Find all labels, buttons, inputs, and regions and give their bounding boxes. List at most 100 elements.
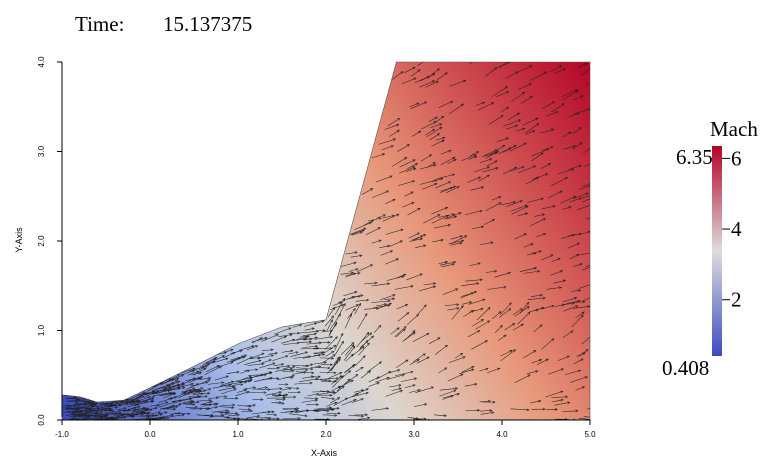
velocity-glyph-head <box>207 363 211 366</box>
velocity-glyph-head <box>260 398 264 401</box>
velocity-glyph-head <box>365 391 369 395</box>
velocity-glyph-head <box>335 360 339 364</box>
velocity-glyph <box>566 300 581 304</box>
velocity-glyph-head <box>327 341 331 344</box>
velocity-glyph-head <box>423 234 427 237</box>
velocity-glyph-head <box>187 412 191 416</box>
velocity-glyph-head <box>164 411 168 414</box>
velocity-glyph-head <box>355 393 359 396</box>
velocity-glyph-head <box>177 380 181 384</box>
velocity-glyph <box>132 400 148 405</box>
velocity-glyph <box>261 349 274 352</box>
velocity-glyph <box>238 378 253 384</box>
velocity-glyph-head <box>512 201 517 204</box>
velocity-glyph-head <box>297 390 301 394</box>
velocity-glyph <box>465 409 480 412</box>
velocity-glyph-head <box>290 376 294 379</box>
velocity-glyph-head <box>514 167 518 170</box>
velocity-glyph <box>333 356 340 365</box>
velocity-glyph <box>99 405 118 408</box>
velocity-glyph-head <box>560 390 564 394</box>
velocity-glyph-head <box>526 301 530 305</box>
velocity-glyph <box>314 378 331 382</box>
velocity-glyph <box>495 91 509 98</box>
velocity-glyph <box>134 411 145 414</box>
velocity-glyph-head <box>226 415 231 419</box>
velocity-glyph <box>386 374 405 380</box>
velocity-glyph-head <box>177 374 181 377</box>
velocity-glyph <box>216 361 234 368</box>
velocity-glyph-head <box>207 407 211 410</box>
velocity-glyph-head <box>194 405 199 409</box>
velocity-glyph <box>384 258 399 265</box>
velocity-glyph-head <box>333 379 337 383</box>
velocity-glyph-head <box>215 402 219 406</box>
velocity-glyph-head <box>515 124 519 128</box>
velocity-glyph <box>530 218 546 226</box>
velocity-glyph-head <box>350 353 354 357</box>
velocity-glyph <box>415 386 434 393</box>
velocity-glyph <box>578 417 590 420</box>
velocity-glyph-head <box>337 411 341 415</box>
velocity-glyph-head <box>537 270 541 273</box>
velocity-glyph-head <box>333 345 337 348</box>
velocity-glyph <box>182 389 200 395</box>
velocity-glyph-head <box>463 79 467 83</box>
velocity-glyph <box>403 67 416 74</box>
velocity-glyph <box>577 63 587 69</box>
velocity-glyph <box>439 261 456 266</box>
velocity-glyph-head <box>225 409 229 413</box>
velocity-glyph <box>557 168 574 175</box>
velocity-glyph-head <box>367 416 371 420</box>
velocity-glyph-head <box>225 375 229 379</box>
velocity-glyph <box>389 129 400 137</box>
velocity-glyph-head <box>249 376 253 380</box>
velocity-glyph <box>257 387 268 389</box>
velocity-glyph-head <box>244 354 248 358</box>
velocity-glyph-head <box>398 384 402 387</box>
velocity-glyph <box>541 205 556 210</box>
velocity-glyph-head <box>596 78 599 80</box>
velocity-glyph <box>430 123 442 128</box>
velocity-glyph <box>413 353 426 363</box>
velocity-glyph <box>351 398 364 404</box>
velocity-glyph-head <box>159 413 163 417</box>
velocity-glyph-head <box>366 298 370 302</box>
velocity-glyph-head <box>440 238 444 242</box>
velocity-glyph <box>216 396 227 398</box>
velocity-glyph <box>320 378 339 380</box>
velocity-glyph <box>221 388 237 395</box>
velocity-glyph-head <box>170 421 173 423</box>
velocity-glyph-head <box>311 371 315 375</box>
x-tick-label: 2.0 <box>320 430 332 439</box>
velocity-glyph <box>585 213 590 220</box>
velocity-glyph-head <box>498 196 502 199</box>
velocity-glyph-head <box>516 112 521 116</box>
velocity-glyph-head <box>578 197 583 201</box>
velocity-glyph <box>551 257 561 262</box>
velocity-glyph-head <box>198 395 202 399</box>
velocity-glyph-head <box>95 411 99 415</box>
velocity-glyph <box>437 72 448 81</box>
velocity-glyph <box>397 144 410 152</box>
velocity-glyph <box>274 327 292 335</box>
velocity-glyph-head <box>462 356 466 359</box>
velocity-glyph-head <box>363 227 367 231</box>
velocity-glyph-head <box>305 335 309 339</box>
velocity-glyph-head <box>96 409 100 413</box>
velocity-glyph-head <box>137 399 141 402</box>
velocity-glyph-head <box>107 407 112 410</box>
velocity-glyph-head <box>424 403 428 406</box>
velocity-glyph-head <box>196 389 200 392</box>
velocity-glyph-head <box>299 323 303 327</box>
velocity-glyph <box>406 273 423 281</box>
velocity-glyph <box>519 302 529 314</box>
velocity-glyph <box>525 123 539 134</box>
velocity-glyph-head <box>500 115 504 118</box>
velocity-glyph <box>530 71 547 81</box>
velocity-glyph <box>531 359 542 364</box>
velocity-glyph <box>257 354 274 360</box>
velocity-glyph <box>364 282 378 285</box>
velocity-glyph-head <box>289 367 293 371</box>
velocity-glyph-head <box>460 305 464 309</box>
